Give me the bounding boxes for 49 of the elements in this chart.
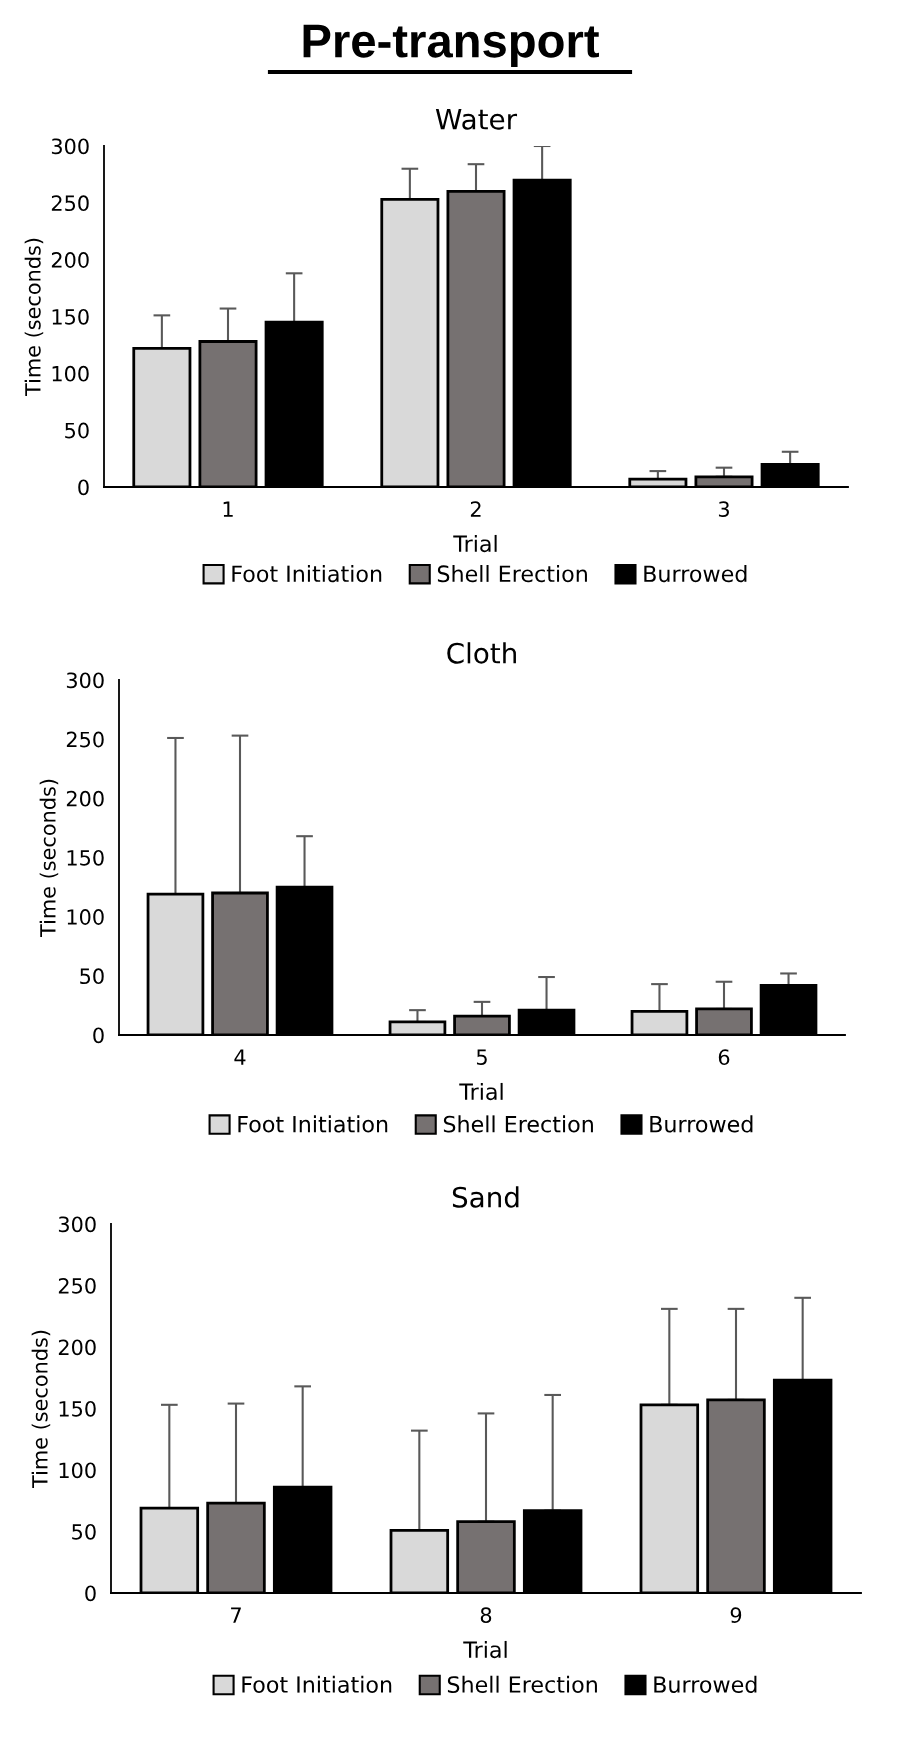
y-tick-label: 100 — [59, 1462, 96, 1479]
x-axis-title: Trial — [453, 534, 497, 553]
chart-title: Cloth — [447, 642, 516, 664]
y-tick-label: 300 — [66, 672, 104, 689]
legend-label: Foot Initiation — [232, 564, 382, 583]
x-tick-label: 5 — [476, 1049, 487, 1066]
y-tick-label: 0 — [85, 1585, 96, 1602]
y-tick-label: 200 — [51, 252, 89, 268]
y-tick-label: 200 — [66, 790, 104, 807]
x-tick-label: 4 — [234, 1049, 246, 1065]
x-axis-title: Trial — [463, 1640, 507, 1659]
legend-label: Burrowed — [644, 564, 747, 583]
y-tick-label: 250 — [51, 195, 89, 212]
y-tick-label: 100 — [52, 365, 89, 382]
legend-label: Shell Erection — [447, 1675, 597, 1693]
legend-label: Shell Erection — [443, 1115, 593, 1133]
y-axis-title: Time (seconds) — [31, 1330, 51, 1489]
x-tick-label: 8 — [480, 1607, 492, 1624]
legend-label: Foot Initiation — [242, 1675, 392, 1693]
y-tick-label: 300 — [58, 1216, 96, 1233]
y-tick-label: 300 — [51, 138, 89, 155]
legend-label: Foot Initiation — [238, 1115, 388, 1133]
x-tick-label: 9 — [730, 1607, 742, 1624]
x-tick-label: 2 — [470, 501, 481, 517]
x-axis-title: Trial — [459, 1082, 503, 1101]
chart-title: Sand — [452, 1186, 519, 1208]
y-tick-label: 100 — [67, 909, 104, 925]
chart-title: Water — [435, 109, 518, 130]
x-tick-label: 1 — [223, 501, 233, 517]
y-tick-label: 50 — [72, 1523, 96, 1540]
y-axis-title: Time (seconds) — [39, 779, 59, 938]
y-tick-label: 150 — [67, 849, 104, 866]
legend-label: Burrowed — [650, 1115, 753, 1133]
y-tick-label: 250 — [66, 731, 104, 748]
x-tick-label: 6 — [718, 1049, 730, 1066]
x-tick-label: 7 — [231, 1607, 241, 1623]
legend-label: Shell Erection — [437, 564, 587, 583]
y-tick-label: 50 — [80, 968, 104, 985]
y-tick-label: 50 — [65, 422, 89, 439]
y-tick-label: 250 — [58, 1277, 96, 1294]
y-tick-label: 150 — [52, 308, 89, 325]
y-tick-label: 0 — [93, 1027, 104, 1044]
y-tick-label: 0 — [78, 479, 89, 496]
y-tick-label: 200 — [58, 1339, 96, 1356]
y-axis-title: Time (seconds) — [24, 238, 44, 397]
text: Pre-transport — [303, 24, 599, 68]
y-tick-label: 150 — [59, 1400, 96, 1417]
x-tick-label: 3 — [718, 501, 729, 518]
legend-label: Burrowed — [654, 1675, 757, 1693]
